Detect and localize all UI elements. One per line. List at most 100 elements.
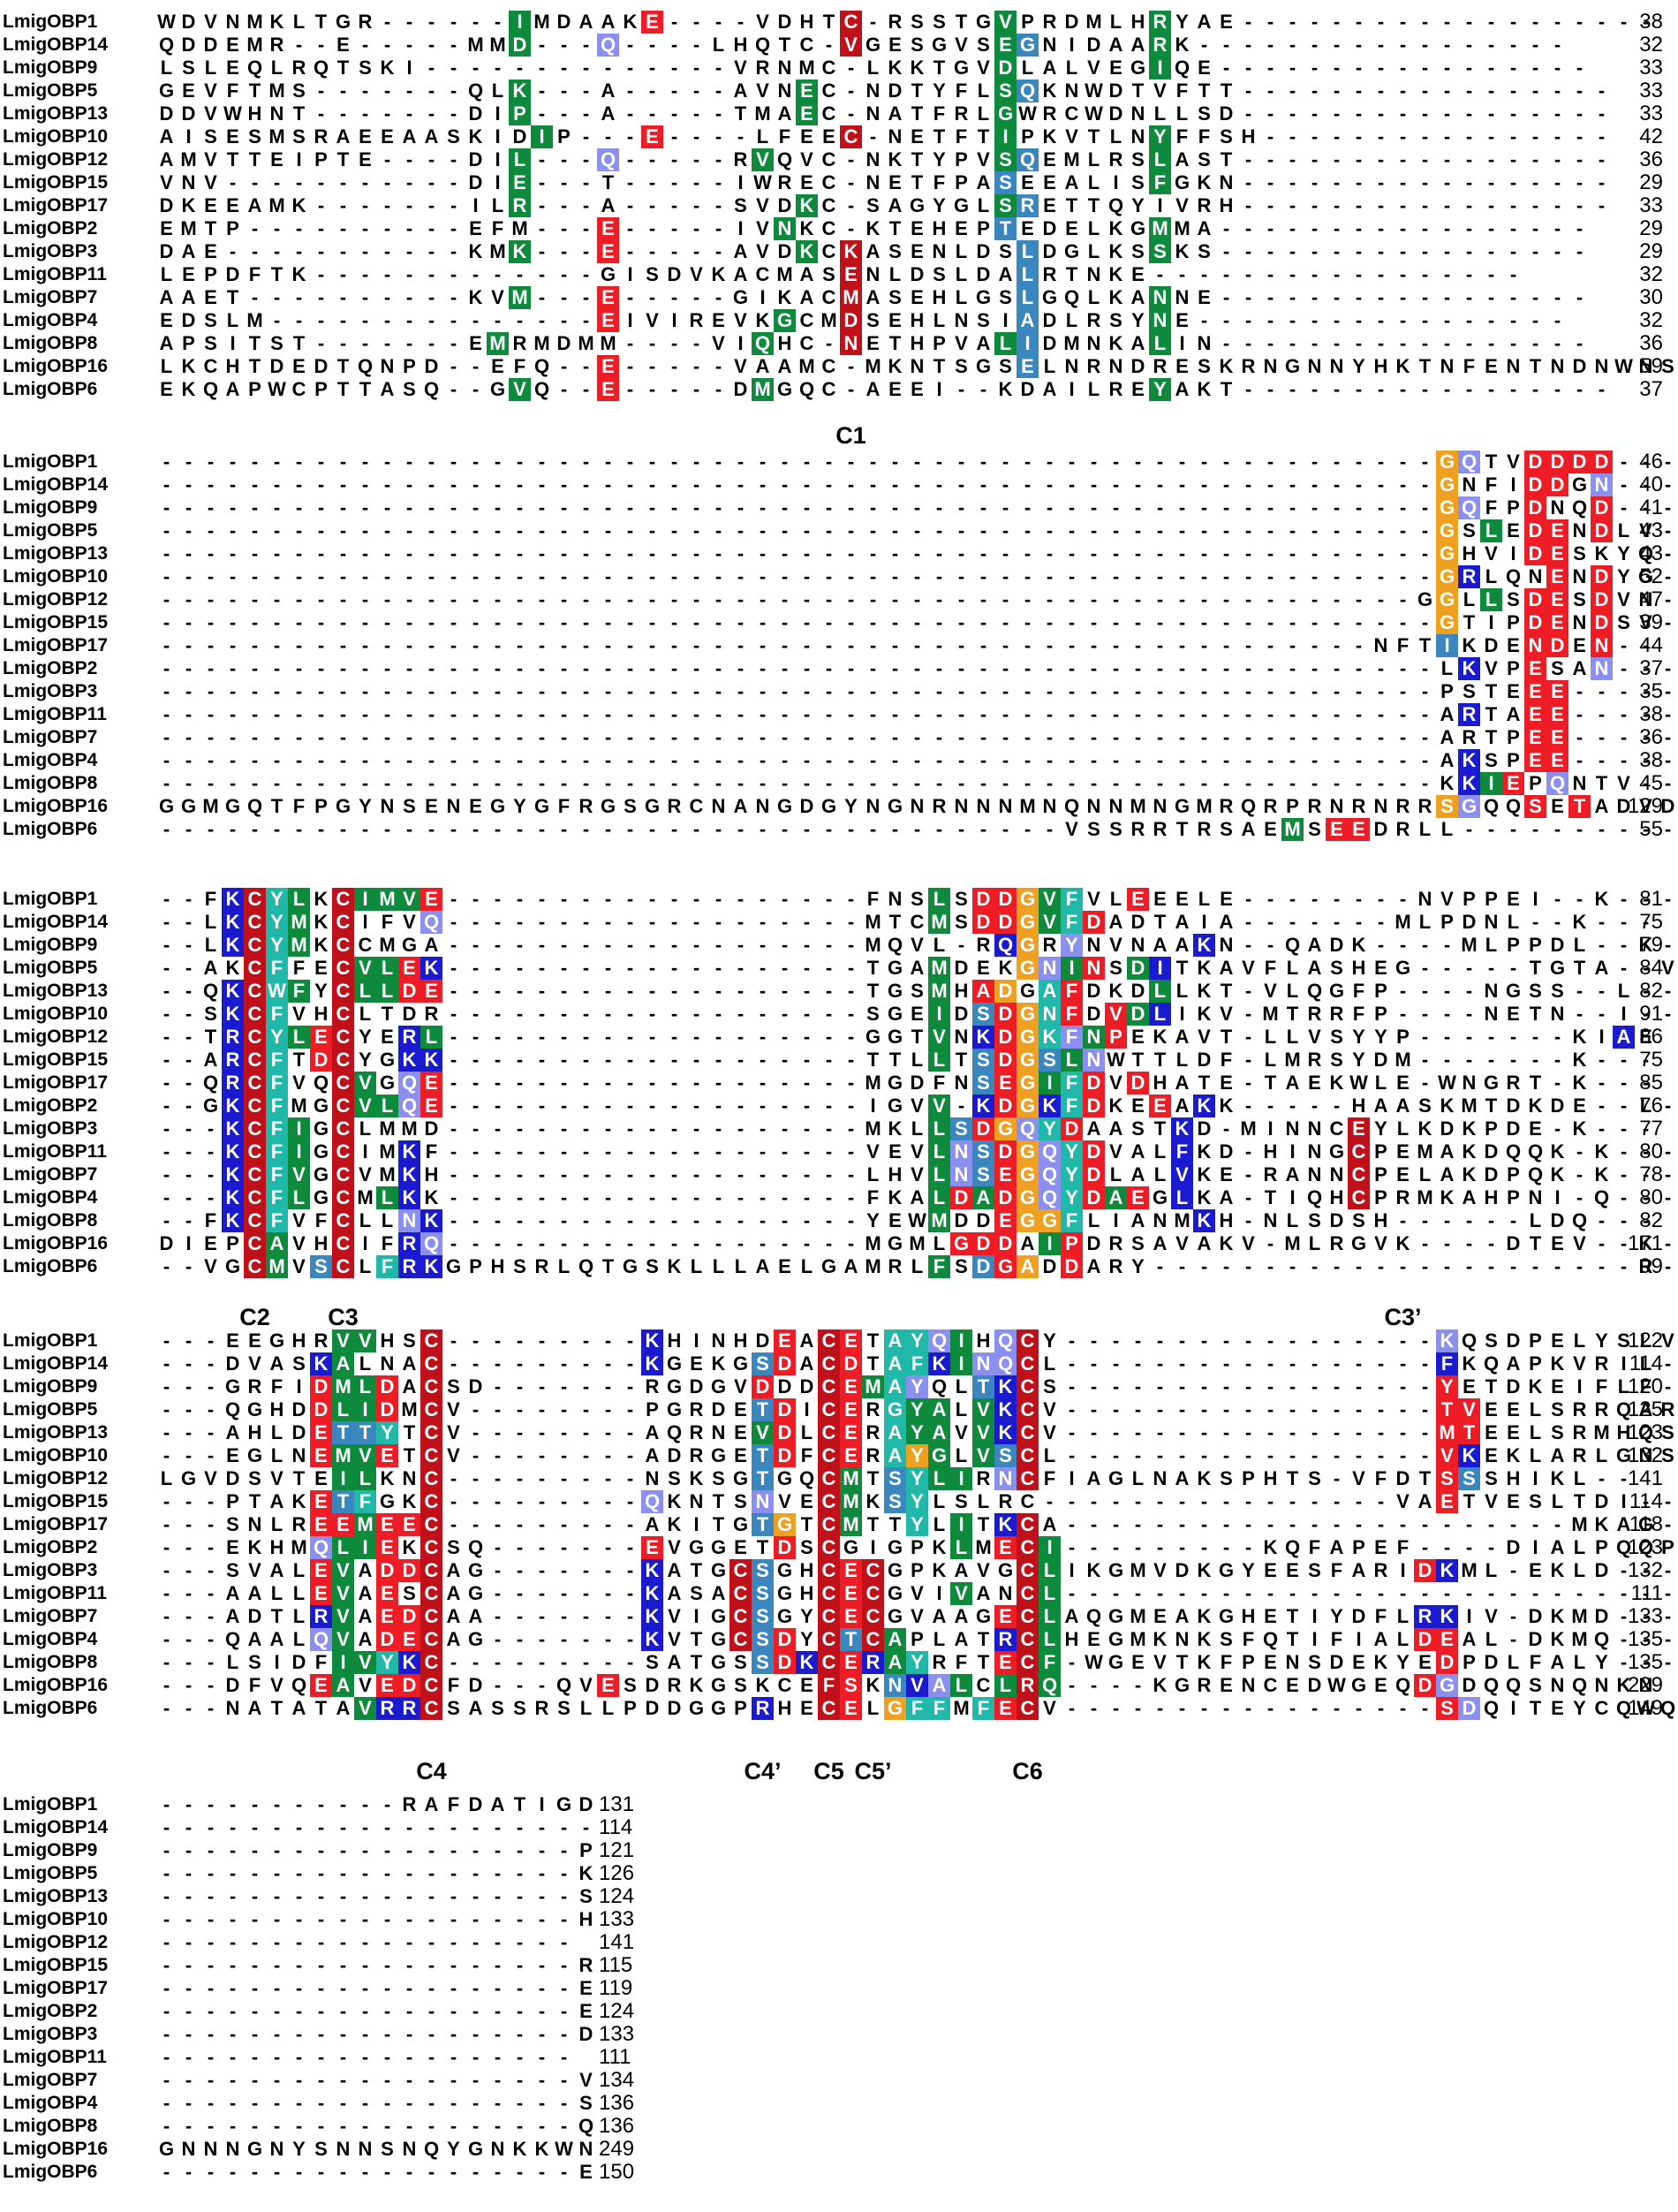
alignment-gap: - (178, 1839, 200, 1862)
highlighted-residue: I (1039, 1536, 1061, 1559)
residue: W (222, 102, 244, 125)
residue: L (1613, 519, 1635, 542)
alignment-gap: - (420, 171, 442, 194)
residue: H (1215, 1209, 1237, 1232)
residue: K (1392, 1232, 1414, 1255)
alignment-gap: - (1237, 772, 1259, 795)
alignment-gap: - (1304, 1444, 1326, 1467)
residue: L (1568, 1651, 1591, 1674)
alignment-gap: - (376, 749, 398, 772)
residue: Y (1171, 11, 1193, 34)
residue: N (1039, 34, 1061, 57)
alignment-gap: - (266, 818, 288, 841)
highlighted-residue: K (840, 240, 862, 263)
highlighted-residue: A (928, 1674, 950, 1697)
highlighted-residue: F (1061, 911, 1083, 934)
highlighted-residue: S (994, 148, 1017, 171)
alignment-gap: - (531, 1095, 553, 1117)
alignment-gap: - (1392, 1582, 1414, 1605)
highlighted-residue: E (1127, 1186, 1149, 1209)
residue: T (332, 57, 354, 80)
alignment-gap: - (619, 1140, 641, 1163)
alignment-gap: - (1348, 888, 1370, 911)
residue: F (376, 911, 398, 934)
alignment-gap: - (266, 1862, 288, 1885)
alignment-gap: - (1259, 57, 1281, 80)
alignment-gap: - (1348, 80, 1370, 102)
residue: E (354, 148, 376, 171)
alignment-gap: - (1414, 1513, 1436, 1536)
alignment-gap: - (1591, 726, 1613, 749)
residue: T (1149, 911, 1171, 934)
alignment-gap: - (928, 542, 950, 565)
alignment-gap: - (420, 217, 442, 240)
residue: S (1215, 818, 1237, 841)
sequence-name: LmigOBP9 (3, 496, 97, 519)
highlighted-residue: Q (1458, 496, 1480, 519)
alignment-gap: - (906, 519, 928, 542)
residue: P (465, 1255, 487, 1278)
highlighted-residue: L (332, 1398, 354, 1421)
residue: D (729, 378, 752, 401)
alignment-gap: - (1414, 309, 1436, 332)
alignment-gap: - (442, 634, 465, 657)
residue: L (1502, 1651, 1524, 1674)
highlighted-residue: C (420, 1398, 442, 1421)
sequence-name: LmigOBP12 (3, 148, 108, 171)
alignment-gap: - (1237, 588, 1259, 611)
residue: D (663, 263, 685, 286)
alignment-gap: - (1326, 194, 1348, 217)
alignment-gap: - (442, 148, 465, 171)
alignment-gap: - (332, 703, 354, 726)
residue: M (487, 240, 509, 263)
highlighted-residue: L (1171, 1186, 1193, 1209)
residue: K (178, 378, 200, 401)
residue: A (774, 102, 796, 125)
alignment-gap: - (685, 703, 707, 726)
residue-count: 32 (1639, 309, 1663, 332)
residue: W (1613, 355, 1635, 378)
alignment-gap: - (465, 1467, 487, 1490)
alignment-gap: - (597, 1186, 619, 1209)
residue: N (1061, 80, 1083, 102)
alignment-gap: - (1458, 1026, 1480, 1049)
residue: V (1480, 1490, 1502, 1513)
residue: K (663, 1255, 685, 1278)
alignment-gap: - (1524, 11, 1546, 34)
highlighted-residue: R (509, 194, 531, 217)
alignment-gap: - (1657, 703, 1678, 726)
alignment-gap: - (1083, 496, 1105, 519)
highlighted-residue: E (597, 217, 619, 240)
alignment-gap: - (487, 1651, 509, 1674)
alignment-gap: - (487, 1375, 509, 1398)
alignment-gap: - (840, 80, 862, 102)
alignment-gap: - (663, 1003, 685, 1026)
alignment-gap: - (1281, 1375, 1304, 1398)
highlighted-residue: I (1436, 634, 1458, 657)
highlighted-residue: F (376, 1255, 398, 1278)
alignment-gap: - (310, 1931, 332, 1954)
residue: P (310, 148, 332, 171)
sequence-name: LmigOBP10 (3, 125, 108, 148)
alignment-gap: - (884, 611, 906, 634)
highlighted-residue: Q (994, 1352, 1017, 1375)
alignment-gap: - (663, 980, 685, 1003)
alignment-gap: - (1502, 309, 1524, 332)
alignment-gap: - (244, 1931, 266, 1954)
alignment-gap: - (442, 680, 465, 703)
cysteine-marker: C4 (416, 1758, 447, 1784)
alignment-gap: - (774, 1163, 796, 1186)
alignment-gap: - (1502, 1605, 1524, 1628)
residue: M (376, 1117, 398, 1140)
alignment-gap: - (200, 1674, 222, 1697)
residue: P (178, 332, 200, 355)
alignment-gap: - (1635, 496, 1657, 519)
alignment-gap: - (1480, 286, 1502, 309)
alignment-gap: - (1171, 772, 1193, 795)
alignment-gap: - (1281, 634, 1304, 657)
alignment-gap: - (354, 565, 376, 588)
highlighted-residue: E (597, 286, 619, 309)
residue: Q (1458, 1329, 1480, 1352)
sequence-name: LmigOBP9 (3, 1839, 97, 1862)
alignment-gap: - (442, 565, 465, 588)
